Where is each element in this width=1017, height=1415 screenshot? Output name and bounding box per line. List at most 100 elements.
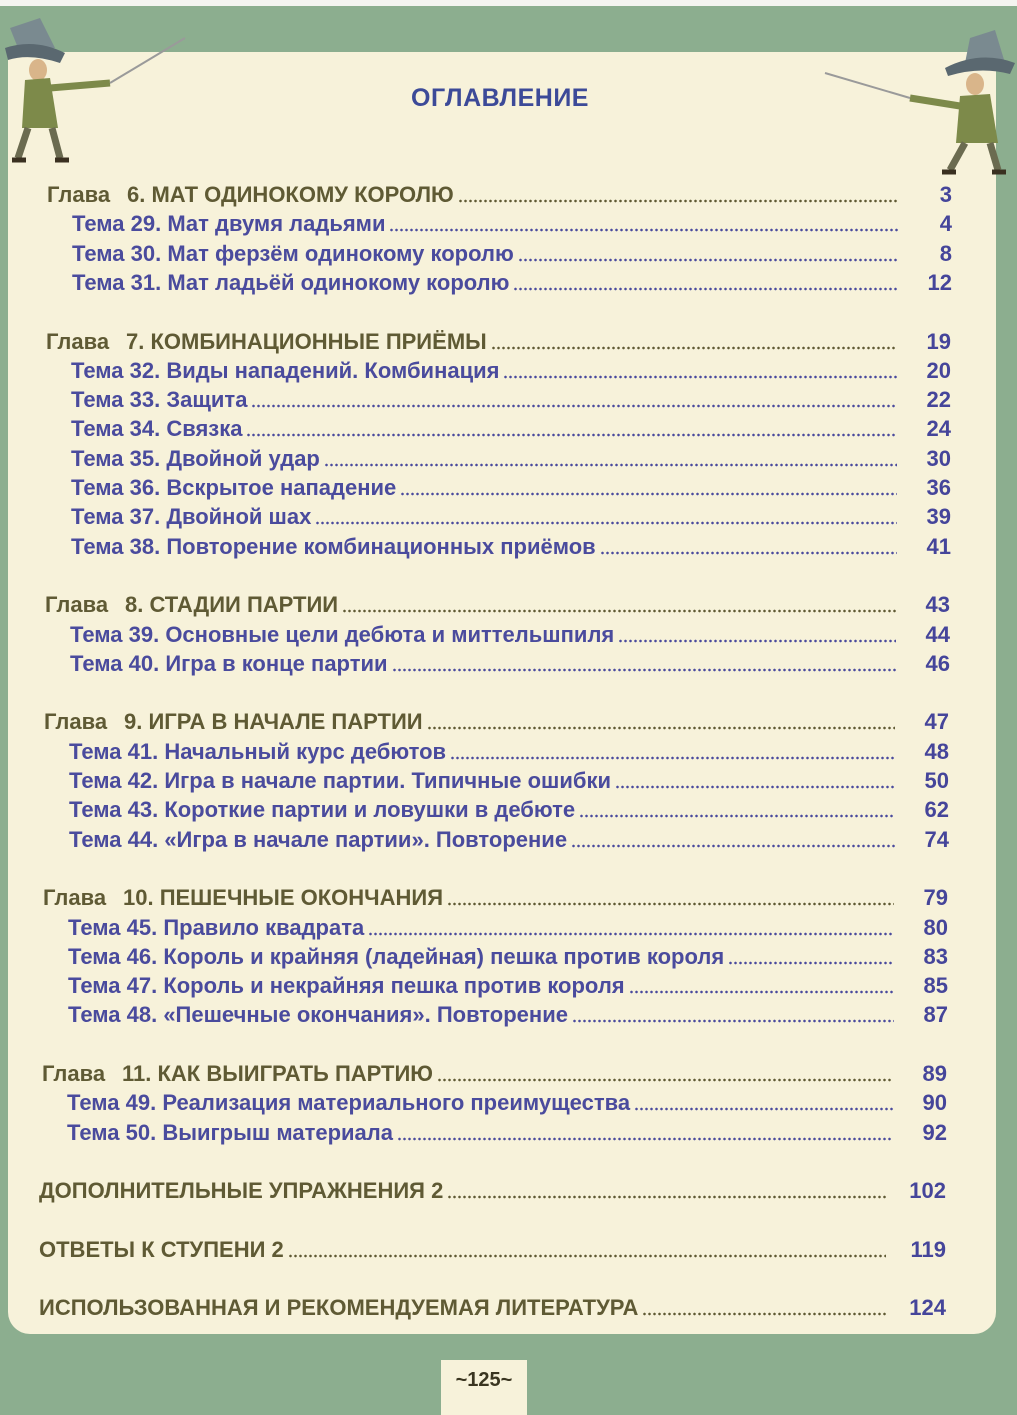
topic-entry[interactable]: Тема 47. Король и некрайняя пешка против… (68, 972, 948, 1000)
topic-entry[interactable]: Тема 31. Мат ладьёй одинокому королю 12 (72, 269, 952, 297)
topic-entry[interactable]: Тема 41. Начальный курс дебютов 48 (69, 738, 949, 766)
topic-title: Тема 45. Правило квадрата (68, 914, 365, 940)
entry-label: Тема 44. «Игра в начале партии». Повторе… (69, 826, 571, 854)
topic-entry[interactable]: Тема 46. Король и крайняя (ладейная) пеш… (68, 943, 948, 971)
dot-leader (628, 989, 894, 996)
chapter-prefix: Глава (44, 709, 108, 735)
page-ref: 22 (926, 387, 951, 413)
topic-entry[interactable]: Тема 33. Защита 22 (71, 386, 951, 414)
topic-title: Тема 50. Выигрыш материала (67, 1119, 393, 1145)
back-matter-entry[interactable]: ДОПОЛНИТЕЛЬНЫЕ УПРАЖНЕНИЯ 2 102 (39, 1177, 946, 1205)
chapter-entry[interactable]: Глава 8. СТАДИИ ПАРТИИ 43 (45, 591, 950, 619)
dot-leader (571, 842, 895, 849)
page-number: ~125~ (441, 1360, 527, 1415)
dot-leader (447, 1194, 886, 1201)
page-ref: 20 (926, 357, 951, 383)
topic-entry[interactable]: Тема 32. Виды нападений. Комбинация 20 (71, 357, 951, 385)
topic-title: Тема 30. Мат ферзём одинокому королю (72, 240, 514, 266)
chapter-entry[interactable]: Глава 10. ПЕШЕЧНЫЕ ОКОНЧАНИЯ 79 (43, 884, 948, 912)
topic-entry[interactable]: Тема 40. Игра в конце партии 46 (70, 650, 950, 678)
dot-leader (634, 1106, 893, 1113)
topic-entry[interactable]: Тема 29. Мат двумя ладьями 4 (72, 210, 952, 238)
entry-label: Тема 37. Двойной шах (71, 503, 315, 531)
page-ref: 24 (926, 416, 951, 442)
chapter-prefix: Глава (45, 592, 109, 618)
chapter-prefix: Глава (46, 328, 110, 354)
page-ref: 48 (924, 738, 949, 764)
topic-title: Тема 33. Защита (71, 387, 248, 413)
page-ref: 80 (923, 914, 948, 940)
entry-label: Тема 29. Мат двумя ладьями (72, 210, 389, 238)
topic-entry[interactable]: Тема 35. Двойной удар 30 (71, 445, 951, 473)
entry-label: Тема 42. Игра в начале партии. Типичные … (69, 767, 615, 795)
page-ref: 39 (926, 504, 951, 530)
topic-entry[interactable]: Тема 38. Повторение комбинационных приём… (71, 533, 951, 561)
topic-entry[interactable]: Тема 44. «Игра в начале партии». Повторе… (69, 826, 949, 854)
entry-label: Тема 34. Связка (71, 415, 246, 443)
back-matter-entry[interactable]: ИСПОЛЬЗОВАННАЯ И РЕКОМЕНДУЕМАЯ ЛИТЕРАТУР… (39, 1294, 946, 1322)
chapter-entry[interactable]: Глава 11. КАК ВЫИГРАТЬ ПАРТИЮ 89 (42, 1060, 947, 1088)
page-ref: 85 (923, 973, 948, 999)
entry-label: Тема 36. Вскрытое нападение (71, 474, 400, 502)
topic-entry[interactable]: Тема 50. Выигрыш материала 92 (67, 1119, 947, 1147)
page-ref: 62 (924, 797, 949, 823)
topic-title: Тема 39. Основные цели дебюта и миттельш… (70, 621, 615, 647)
page-ref: 41 (926, 533, 951, 559)
topic-title: Тема 35. Двойной удар (71, 445, 320, 471)
dot-leader (490, 344, 897, 351)
page-ref: 124 (909, 1295, 946, 1321)
chapter-entry[interactable]: Глава 9. ИГРА В НАЧАЛЕ ПАРТИИ 47 (44, 708, 949, 736)
topic-title: Тема 46. Король и крайняя (ладейная) пеш… (68, 943, 725, 969)
topic-entry[interactable]: Тема 30. Мат ферзём одинокому королю 8 (72, 240, 952, 268)
page-ref: 19 (926, 328, 951, 354)
topic-entry[interactable]: Тема 37. Двойной шах 39 (71, 503, 951, 531)
entry-label: Тема 31. Мат ладьёй одинокому королю (72, 269, 513, 297)
back-matter-title: ИСПОЛЬЗОВАННАЯ И РЕКОМЕНДУЕМАЯ ЛИТЕРАТУР… (39, 1295, 639, 1321)
topic-entry[interactable]: Тема 43. Короткие партии и ловушки в деб… (69, 796, 949, 824)
topic-entry[interactable]: Тема 42. Игра в начале партии. Типичные … (69, 767, 949, 795)
entry-label: Тема 38. Повторение комбинационных приём… (71, 533, 600, 561)
chapter-entry[interactable]: Глава 7. КОМБИНАЦИОННЫЕ ПРИЁМЫ 19 (46, 328, 951, 356)
back-matter-title: ОТВЕТЫ К СТУПЕНИ 2 (39, 1236, 284, 1262)
dot-leader (457, 198, 898, 204)
topic-entry[interactable]: Тема 48. «Пешечные окончания». Повторени… (68, 1001, 948, 1029)
dot-leader (579, 813, 895, 820)
page-ref: 4 (939, 211, 952, 237)
dot-leader (728, 959, 894, 966)
page-ref: 46 (925, 650, 950, 676)
topic-entry[interactable]: Тема 45. Правило квадрата 80 (68, 914, 948, 942)
topic-title: Тема 34. Связка (71, 416, 243, 442)
dot-leader (400, 491, 897, 497)
entry-label: ДОПОЛНИТЕЛЬНЫЕ УПРАЖНЕНИЯ 2 (39, 1177, 447, 1205)
dot-leader (323, 461, 897, 468)
dot-leader (517, 256, 898, 263)
page-ref: 30 (926, 445, 951, 471)
page-ref: 50 (924, 768, 949, 793)
chapter-title: 11. КАК ВЫИГРАТЬ ПАРТИЮ (122, 1061, 433, 1086)
page-ref: 87 (923, 1002, 948, 1028)
entry-label: Глава 9. ИГРА В НАЧАЛЕ ПАРТИИ (44, 708, 427, 736)
topic-entry[interactable]: Тема 36. Вскрытое нападение 36 (71, 474, 951, 502)
entry-label: Тема 47. Король и некрайняя пешка против… (68, 972, 629, 1000)
page-ref: 3 (939, 182, 952, 207)
musketeer-left-icon (5, 18, 186, 163)
page-ref: 102 (909, 1178, 946, 1204)
page-ref: 83 (923, 943, 948, 969)
page-ref: 8 (939, 240, 952, 266)
topic-entry[interactable]: Тема 34. Связка 24 (71, 415, 951, 443)
entry-label: Тема 48. «Пешечные окончания». Повторени… (68, 1001, 572, 1029)
chapter-entry[interactable]: Глава 6. МАТ ОДИНОКОМУ КОРОЛЮ 3 (47, 181, 952, 209)
topic-title: Тема 29. Мат двумя ладьями (72, 211, 386, 237)
page-ref: 12 (927, 269, 952, 295)
topic-title: Тема 44. «Игра в начале партии». Повторе… (69, 826, 568, 852)
topic-entry[interactable]: Тема 39. Основные цели дебюта и миттельш… (70, 621, 950, 649)
entry-label: Тема 30. Мат ферзём одинокому королю (72, 240, 518, 268)
dot-leader (571, 1018, 894, 1025)
dot-leader (246, 432, 897, 439)
topic-entry[interactable]: Тема 49. Реализация материального преиму… (67, 1089, 947, 1117)
topic-title: Тема 38. Повторение комбинационных приём… (71, 533, 596, 559)
back-matter-entry[interactable]: ОТВЕТЫ К СТУПЕНИ 2 119 (39, 1236, 946, 1264)
entry-label: Тема 46. Король и крайняя (ладейная) пеш… (68, 943, 728, 971)
page-ref: 92 (922, 1119, 947, 1145)
entry-label: ОТВЕТЫ К СТУПЕНИ 2 (39, 1236, 288, 1264)
